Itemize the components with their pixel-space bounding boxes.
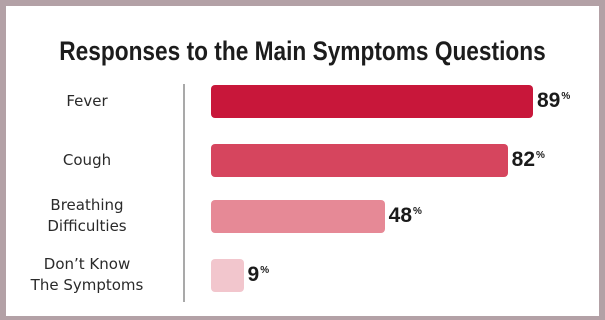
category-label: Don’t Know The Symptoms [12, 254, 162, 296]
data-label: 9% [248, 259, 270, 292]
data-label-value: 9 [247, 263, 260, 286]
category-label: Breathing Difficulties [12, 195, 162, 237]
bar [211, 84, 533, 118]
category-label: Fever [12, 91, 162, 112]
data-label-value: 48 [388, 204, 413, 227]
data-label: 82% [512, 144, 545, 177]
category-label-line: Fever [66, 91, 108, 110]
data-label: 89% [537, 85, 570, 118]
category-label-line: Difficulties [47, 217, 127, 235]
bar [211, 258, 244, 292]
category-label-line: The Symptoms [30, 276, 144, 294]
data-label-unit: % [561, 90, 571, 102]
data-label: 48% [389, 200, 422, 233]
category-label-line: Breathing [50, 196, 124, 214]
category-label-line: Cough [62, 150, 112, 169]
bar [211, 199, 385, 233]
data-label-unit: % [536, 149, 545, 161]
data-label-unit: % [413, 205, 422, 217]
chart-title: Responses to the Main Symptoms Questions [59, 36, 546, 66]
category-label: Cough [12, 150, 162, 171]
data-label-value: 89 [537, 89, 561, 112]
data-label-unit: % [260, 264, 270, 276]
category-label-line: Don’t Know [43, 255, 131, 273]
data-label-value: 82 [511, 148, 536, 171]
axis-divider [183, 84, 185, 302]
bar [211, 143, 508, 177]
